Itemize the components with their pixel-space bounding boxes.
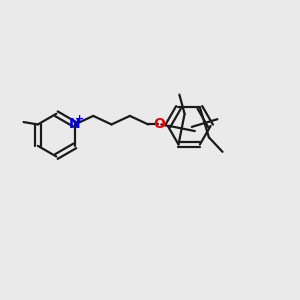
- Text: O: O: [154, 117, 165, 131]
- Text: N: N: [69, 117, 81, 131]
- Text: +: +: [75, 114, 85, 124]
